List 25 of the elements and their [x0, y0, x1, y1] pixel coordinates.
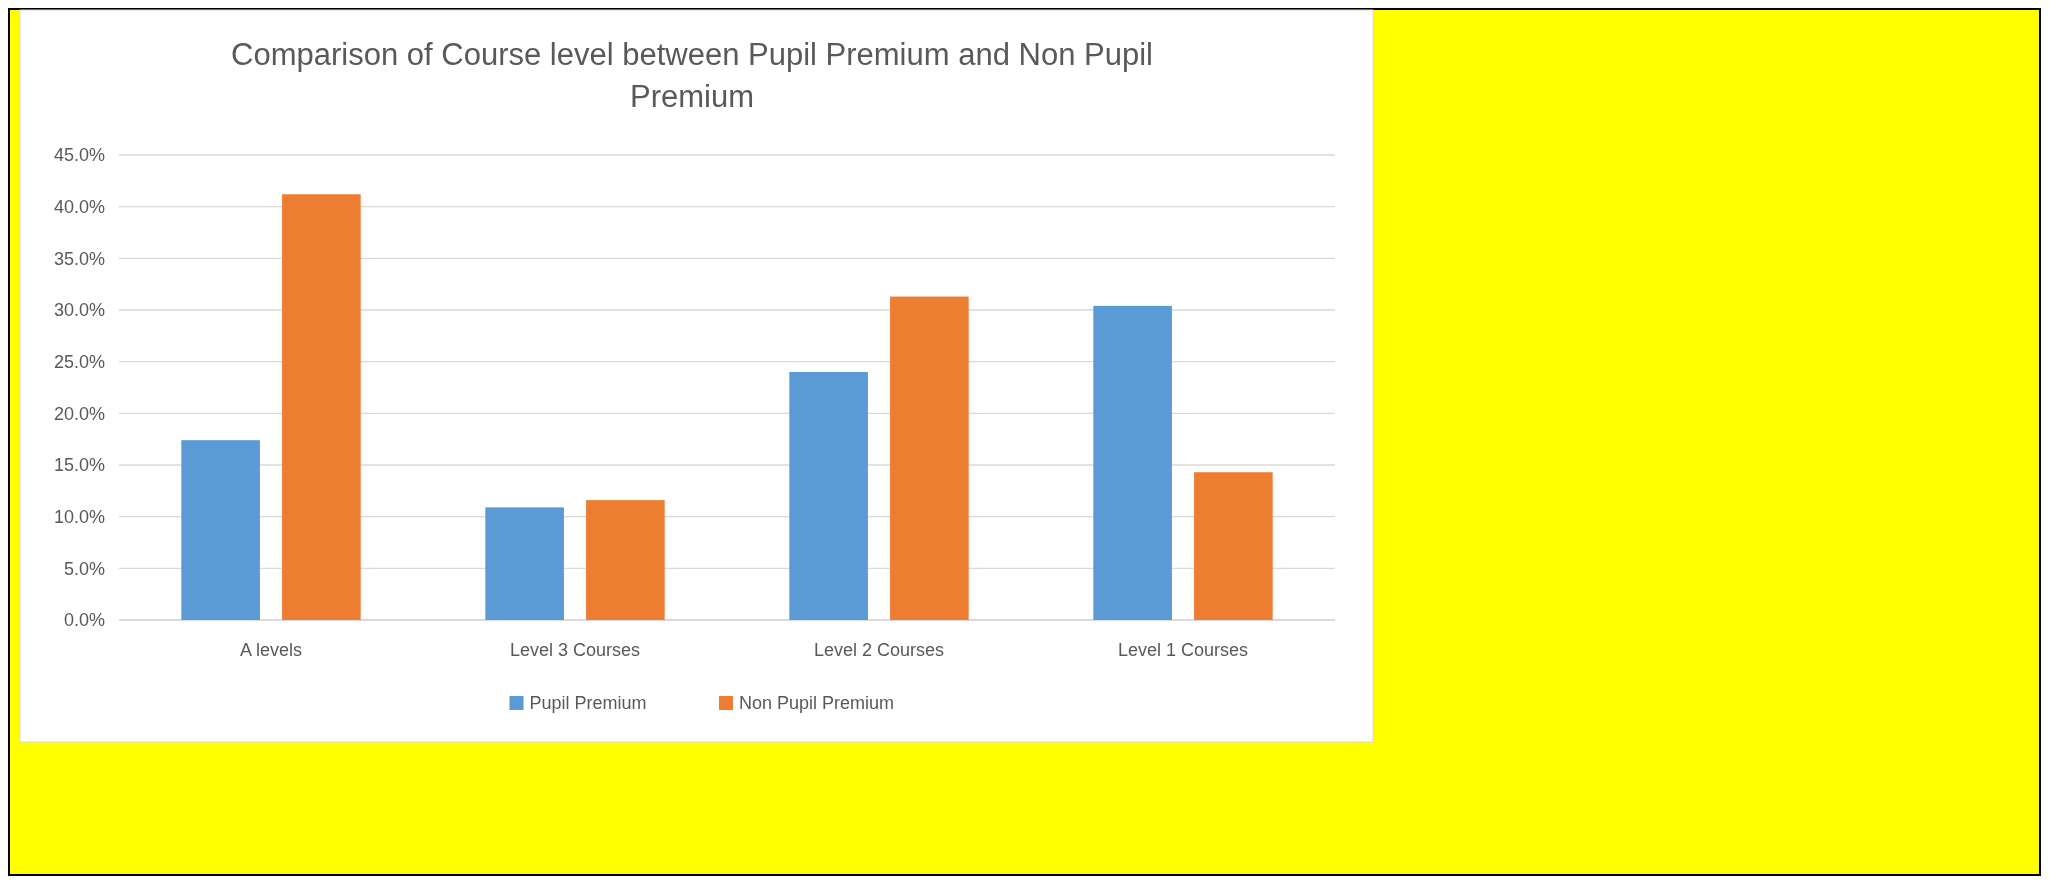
bar [789, 372, 868, 620]
bar [485, 507, 564, 620]
x-tick-label: Level 3 Courses [509, 640, 641, 660]
y-tick-label: 40.0% [53, 196, 105, 217]
y-tick-label: 30.0% [53, 300, 105, 321]
y-tick-label: 45.0% [53, 145, 105, 166]
x-tick-label: Level 2 Courses [813, 640, 945, 660]
y-tick-label: 25.0% [53, 351, 105, 372]
chart-title: Comparison of Course level between Pupil Premium and Non Pupil Premium [231, 37, 1153, 114]
bar [1093, 305, 1172, 620]
y-tick-label: 20.0% [53, 403, 105, 424]
y-tick-label: 10.0% [53, 506, 105, 527]
bar [181, 440, 260, 620]
y-tick-label: 35.0% [53, 248, 105, 269]
bar [586, 500, 665, 620]
legend-label: Pupil Premium [529, 693, 647, 714]
y-tick-label: 5.0% [63, 558, 105, 579]
bar [282, 194, 361, 620]
bar [1194, 472, 1273, 620]
y-tick-label: 15.0% [53, 455, 105, 476]
y-tick-label: 0.0% [63, 610, 105, 631]
bar [890, 296, 969, 620]
legend-label: Non Pupil Premium [739, 693, 895, 714]
x-tick-label: A levels [239, 640, 303, 660]
x-tick-label: Level 1 Courses [1117, 640, 1249, 660]
